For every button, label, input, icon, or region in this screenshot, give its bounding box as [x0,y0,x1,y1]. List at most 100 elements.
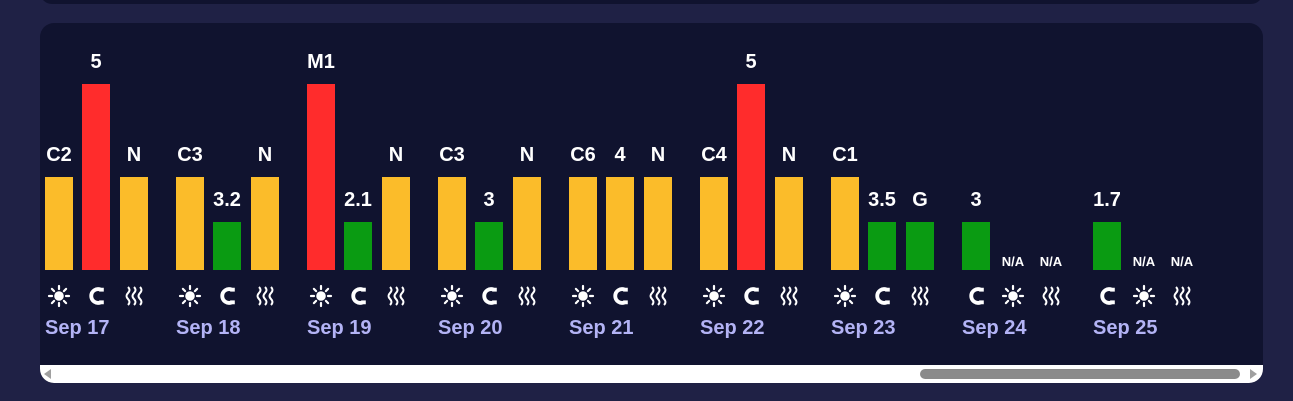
value-label: C4 [701,144,727,166]
value-label: 3.2 [213,189,241,211]
forecast-slot-wind: N [251,23,279,365]
value-label: M1 [307,51,335,73]
bar-magnet [82,84,110,270]
forecast-slot-magnet: 3 [962,23,990,365]
date-label: Sep 22 [700,317,765,339]
magnet-icon [344,282,372,310]
sun-icon [438,282,466,310]
forecast-slot-wind: N [644,23,672,365]
sun-icon [700,282,728,310]
magnet-icon [1093,282,1121,310]
value-label: 3 [483,189,495,211]
date-label: Sep 25 [1093,317,1158,339]
solar-wind-icon [382,282,410,310]
bar-sun [176,177,204,270]
value-label: 3.5 [868,189,896,211]
previous-panel [40,0,1263,4]
forecast-slot-sun: C3 [176,23,204,365]
forecast-slot-sun: C3 [438,23,466,365]
date-label: Sep 24 [962,317,1027,339]
bar-sun [831,177,859,270]
value-label: N/A [1039,254,1063,269]
forecast-slot-sun: C2 [45,23,73,365]
forecast-slot-sun: C1 [831,23,859,365]
bar-wind [251,177,279,270]
forecast-slot-magnet: 4 [606,23,634,365]
forecast-slot-magnet: 3.2 [213,23,241,365]
forecast-day: 3 N/A N/A Sep 24 [956,23,1087,365]
value-label: 3 [970,189,982,211]
sun-icon [831,282,859,310]
forecast-day: C2 5 N Sep 17 [40,23,170,365]
date-label: Sep 20 [438,317,503,339]
sun-icon [176,282,204,310]
bar-magnet [475,222,503,270]
sun-icon [1130,282,1158,310]
forecast-slot-wind: N [120,23,148,365]
sun-icon [45,282,73,310]
value-label: N [519,144,535,166]
forecast-slot-wind: N/A [1168,23,1196,365]
value-label: C2 [46,144,72,166]
bar-sun [45,177,73,270]
sun-icon [307,282,335,310]
bar-wind [906,222,934,270]
forecast-slot-magnet: 3 [475,23,503,365]
solar-wind-icon [906,282,934,310]
value-label: N/A [1170,254,1194,269]
scroll-left-arrow-icon[interactable] [44,369,51,379]
forecast-day: M1 2.1 N Sep 19 [301,23,432,365]
scroll-right-arrow-icon[interactable] [1250,369,1257,379]
value-label: N [126,144,142,166]
solar-wind-icon [513,282,541,310]
value-label: C6 [570,144,596,166]
bar-wind [775,177,803,270]
bar-magnet [344,222,372,270]
forecast-slot-sun: N/A [999,23,1027,365]
bar-magnet [868,222,896,270]
solar-wind-icon [120,282,148,310]
sun-icon [999,282,1027,310]
forecast-slot-sun: C4 [700,23,728,365]
value-label: N [257,144,273,166]
solar-wind-icon [644,282,672,310]
bar-magnet [737,84,765,270]
date-label: Sep 19 [307,317,372,339]
forecast-day: C6 4 N Sep 21 [563,23,694,365]
scrollbar-thumb[interactable] [920,369,1240,379]
date-label: Sep 17 [45,317,110,339]
magnet-icon [475,282,503,310]
horizontal-scrollbar[interactable] [40,365,1263,383]
forecast-slot-magnet: 1.7 [1093,23,1121,365]
forecast-day: C3 3.2 N Sep 18 [170,23,301,365]
date-label: Sep 21 [569,317,634,339]
value-label: 5 [745,51,757,73]
value-label: 1.7 [1093,189,1121,211]
bar-magnet [1093,222,1121,270]
value-label: 2.1 [344,189,372,211]
solar-wind-icon [775,282,803,310]
forecast-slot-magnet: 3.5 [868,23,896,365]
forecast-slot-wind: N [382,23,410,365]
magnet-icon [606,282,634,310]
forecast-day: C1 3.5 G Sep 23 [825,23,956,365]
bar-wind [513,177,541,270]
forecast-slot-sun: N/A [1130,23,1158,365]
forecast-day: C3 3 N Sep 20 [432,23,563,365]
value-label: C1 [832,144,858,166]
solar-wind-icon [1037,282,1065,310]
forecast-slot-wind: N/A [1037,23,1065,365]
forecast-slot-magnet: 5 [737,23,765,365]
value-label: 5 [90,51,102,73]
bar-wind [644,177,672,270]
bar-magnet [213,222,241,270]
value-label: N [388,144,404,166]
value-label: N [781,144,797,166]
magnet-icon [868,282,896,310]
magnet-icon [737,282,765,310]
bar-sun [438,177,466,270]
magnet-icon [213,282,241,310]
